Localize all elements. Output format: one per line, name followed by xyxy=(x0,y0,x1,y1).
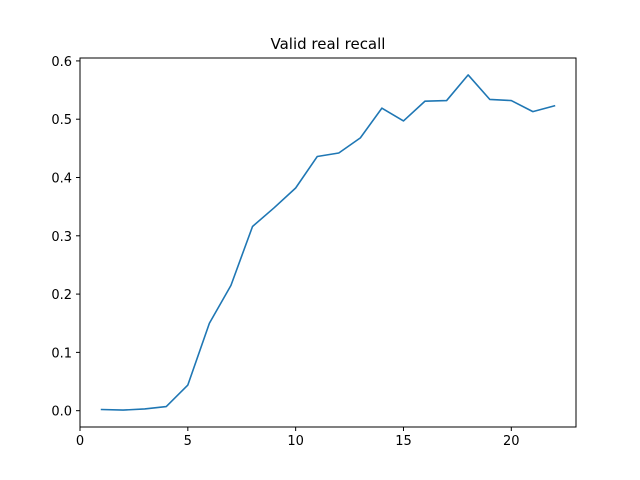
y-tick-label: 0.2 xyxy=(51,288,72,303)
x-tick-label: 10 xyxy=(287,434,304,449)
y-tick-label: 0.5 xyxy=(51,113,72,128)
y-axis: 0.0 0.1 0.2 0.3 0.4 0.5 0.6 xyxy=(51,55,80,420)
plot-marks xyxy=(100,74,556,411)
x-tick-label: 20 xyxy=(503,434,520,449)
chart-title: Valid real recall xyxy=(271,35,386,53)
x-axis: 0 5 10 15 20 xyxy=(76,427,520,449)
x-tick-label: 15 xyxy=(395,434,412,449)
x-tick-label: 5 xyxy=(184,434,192,449)
x-tick-label: 0 xyxy=(76,434,84,449)
y-tick-label: 0.0 xyxy=(51,405,72,420)
y-tick-label: 0.1 xyxy=(51,346,72,361)
y-tick-label: 0.3 xyxy=(51,230,72,245)
y-tick-label: 0.4 xyxy=(51,172,72,187)
y-tick-label: 0.6 xyxy=(51,55,72,70)
axes-frame xyxy=(79,57,577,428)
series-line-0 xyxy=(100,74,556,411)
